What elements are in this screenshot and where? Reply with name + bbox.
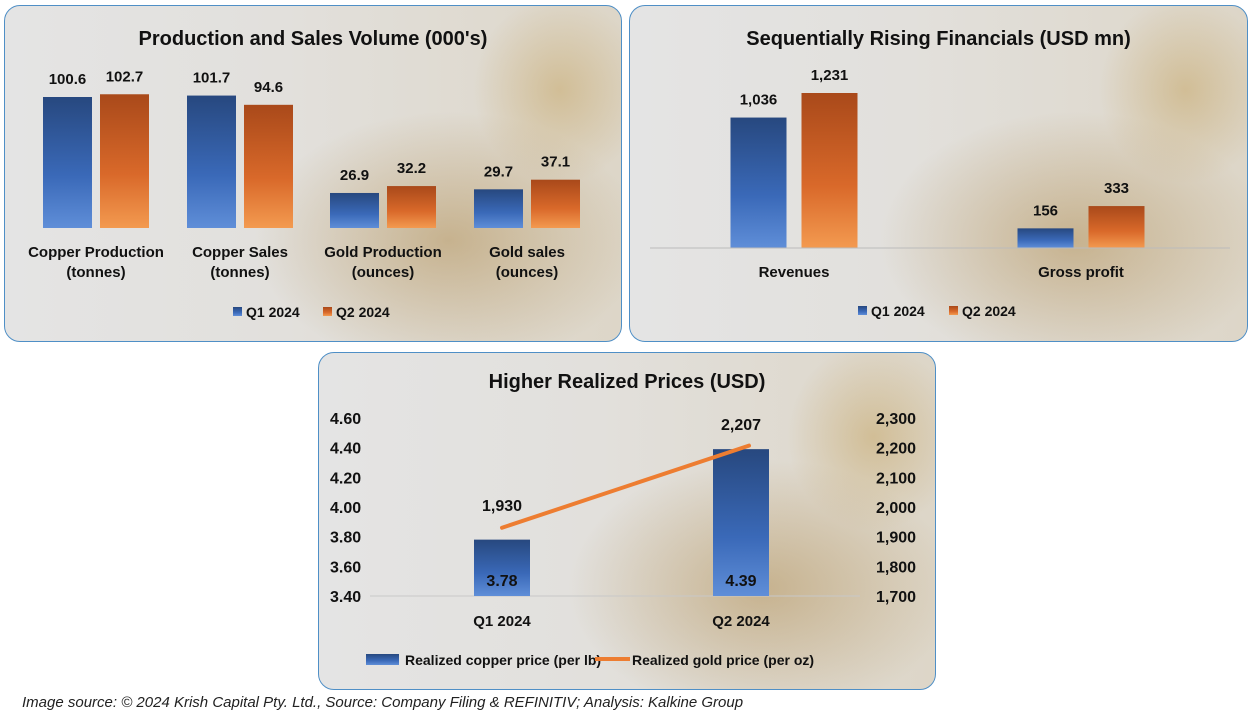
chart-title: Higher Realized Prices (USD) — [488, 371, 766, 393]
chart-title: Sequentially Rising Financials (USD mn) — [746, 28, 1131, 50]
production-sales-chart-panel: Production and Sales Volume (000's) — [4, 5, 622, 342]
chart-title: Production and Sales Volume (000's) — [138, 28, 488, 50]
image-source-caption: Image source: © 2024 Krish Capital Pty. … — [22, 694, 744, 711]
realized-prices-chart-panel: Higher Realized Prices (USD) — [318, 352, 936, 690]
financials-chart-panel: Sequentially Rising Financials (USD mn) — [629, 5, 1248, 342]
